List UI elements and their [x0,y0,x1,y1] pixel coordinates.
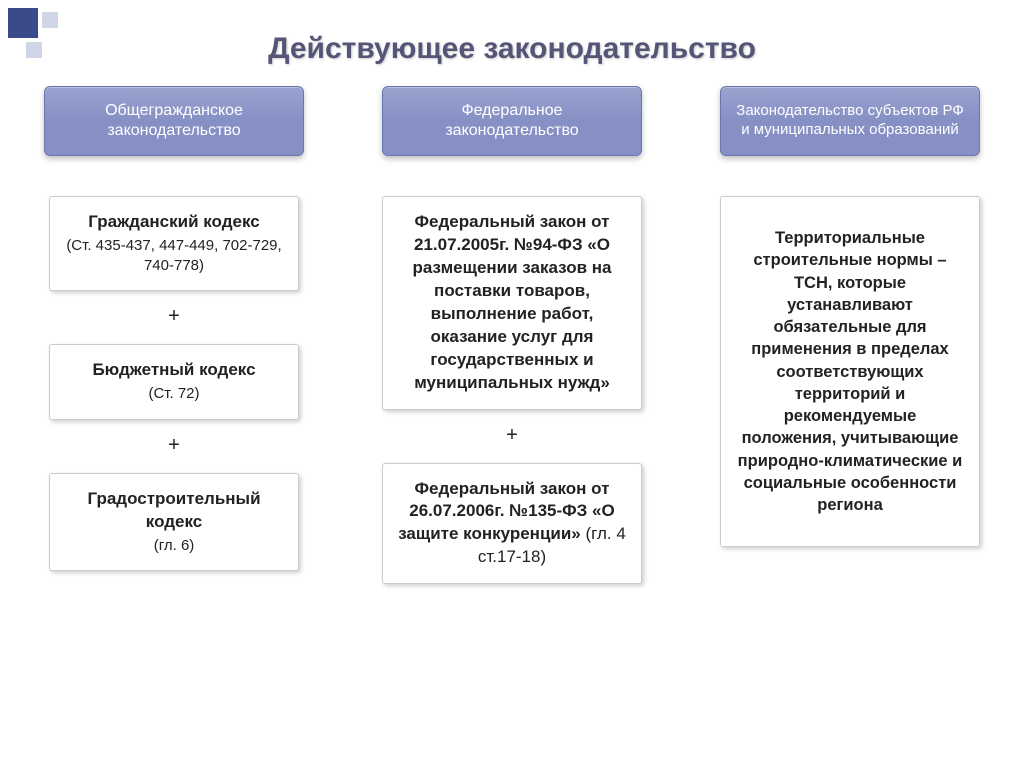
box-budget-code: Бюджетный кодекс (Ст. 72) [49,344,299,419]
box-civil-code: Гражданский кодекс (Ст. 435-437, 447-449… [49,196,299,291]
header-federal-law: Федеральное законодательство [382,86,642,156]
columns-container: Общегражданское законодательство Граждан… [0,66,1024,584]
box-fz135-pre: Федеральный закон от 26.07.2006г. №135-Ф… [409,479,609,521]
box-tsn-text: Территориальные строительные нормы – ТСН… [738,229,963,514]
box-budget-code-title: Бюджетный кодекс [92,360,255,379]
column-regional-law: Законодательство субъектов РФ и муниципа… [696,86,1004,584]
plus-icon: + [168,305,180,328]
column-federal-law: Федеральное законодательство Федеральный… [358,86,666,584]
header-regional-law: Законодательство субъектов РФ и муниципа… [720,86,980,156]
page-title: Действующее законодательство [0,0,1024,66]
box-urban-code-title: Градостроительный кодекс [87,489,260,531]
box-civil-code-title: Гражданский кодекс [88,212,259,231]
box-urban-code: Градостроительный кодекс (гл. 6) [49,473,299,571]
box-budget-code-sub: (Ст. 72) [62,384,286,404]
box-fz135: Федеральный закон от 26.07.2006г. №135-Ф… [382,463,642,585]
plus-icon: + [506,424,518,447]
box-tsn: Территориальные строительные нормы – ТСН… [720,196,980,547]
box-fz94: Федеральный закон от 21.07.2005г. №94-ФЗ… [382,196,642,410]
column-civil-law: Общегражданское законодательство Граждан… [20,86,328,584]
plus-icon: + [168,434,180,457]
box-fz94-text: Федеральный закон от 21.07.2005г. №94-ФЗ… [413,212,612,392]
box-urban-code-sub: (гл. 6) [62,536,286,556]
box-civil-code-sub: (Ст. 435-437, 447-449, 702-729, 740-778) [62,236,286,277]
header-civil-law: Общегражданское законодательство [44,86,304,156]
